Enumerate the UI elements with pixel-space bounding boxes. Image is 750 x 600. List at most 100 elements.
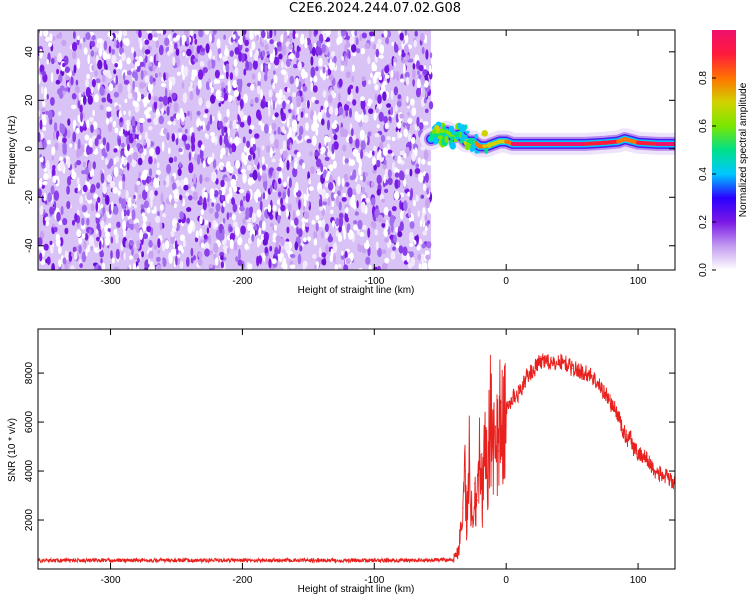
noise-blob bbox=[122, 30, 128, 37]
noise-blob bbox=[251, 73, 256, 80]
noise-blob bbox=[328, 74, 334, 81]
noise-blob bbox=[103, 40, 108, 51]
noise-blob bbox=[113, 69, 117, 75]
noise-blob bbox=[222, 200, 226, 208]
snr-point bbox=[481, 494, 483, 497]
noise-blob bbox=[372, 150, 375, 156]
noise-blob bbox=[79, 263, 83, 269]
noise-blob bbox=[408, 261, 413, 269]
signal-blob bbox=[457, 122, 462, 129]
noise-blob bbox=[296, 107, 300, 115]
noise-blob bbox=[306, 99, 310, 109]
noise-blob bbox=[393, 61, 397, 67]
noise-blob bbox=[88, 116, 94, 123]
noise-blob bbox=[190, 257, 194, 264]
signal-blob bbox=[464, 130, 470, 134]
signal-segment bbox=[583, 140, 608, 146]
noise-blob bbox=[310, 81, 314, 92]
noise-blob bbox=[282, 257, 287, 268]
noise-blob bbox=[62, 218, 68, 226]
noise-blob bbox=[351, 44, 357, 53]
noise-blob bbox=[75, 245, 79, 251]
noise-blob bbox=[155, 215, 161, 224]
snr-point bbox=[492, 458, 494, 460]
noise-blob bbox=[387, 169, 392, 178]
noise-blob bbox=[96, 182, 101, 189]
noise-blob bbox=[100, 220, 105, 229]
noise-blob bbox=[64, 227, 69, 235]
noise-blob bbox=[234, 136, 240, 147]
noise-blob bbox=[47, 109, 53, 120]
noise-blob bbox=[423, 80, 429, 88]
noise-blob bbox=[299, 245, 303, 252]
noise-blob bbox=[138, 171, 141, 179]
noise-blob bbox=[182, 51, 185, 57]
noise-blob bbox=[359, 175, 363, 181]
noise-blob bbox=[312, 113, 318, 122]
noise-blob bbox=[405, 146, 410, 157]
noise-blob bbox=[90, 245, 94, 251]
noise-blob bbox=[55, 79, 61, 85]
noise-blob bbox=[389, 65, 393, 71]
noise-blob bbox=[338, 183, 343, 192]
noise-blob bbox=[269, 222, 274, 228]
noise-blob bbox=[193, 58, 199, 63]
noise-blob bbox=[244, 243, 249, 250]
noise-blob bbox=[423, 97, 427, 104]
noise-blob bbox=[331, 90, 334, 96]
noise-blob bbox=[226, 194, 230, 204]
noise-blob bbox=[99, 104, 104, 111]
noise-blob bbox=[274, 139, 280, 149]
noise-blob bbox=[377, 101, 383, 110]
colorbar-label: Normalized spectral amplitude bbox=[738, 82, 749, 217]
noise-blob bbox=[81, 217, 85, 226]
noise-blob bbox=[418, 238, 423, 245]
noise-blob bbox=[256, 85, 261, 95]
snr-point bbox=[464, 470, 466, 472]
snr-point bbox=[525, 377, 527, 379]
noise-blob bbox=[141, 82, 147, 88]
y-tick-label: 0 bbox=[24, 146, 35, 152]
noise-blob bbox=[238, 51, 243, 62]
noise-blob bbox=[49, 33, 53, 42]
noise-blob bbox=[42, 126, 47, 132]
noise-blob bbox=[257, 148, 261, 159]
snr-point bbox=[657, 472, 659, 475]
noise-blob bbox=[374, 208, 380, 218]
snr-chart: -300 -200 -100 0 100 2000 4000 6000 8000 Height … bbox=[7, 328, 676, 595]
noise-blob bbox=[190, 54, 196, 65]
noise-blob bbox=[415, 163, 420, 168]
noise-blob bbox=[417, 253, 422, 261]
noise-blob bbox=[155, 146, 161, 155]
noise-blob bbox=[354, 211, 359, 216]
noise-blob bbox=[229, 232, 236, 242]
noise-blob bbox=[38, 188, 42, 198]
noise-blob bbox=[85, 32, 91, 41]
noise-blob bbox=[157, 210, 160, 217]
noise-blob bbox=[321, 258, 327, 266]
colorbar-tick-label: 0.2 bbox=[698, 215, 709, 229]
noise-blob bbox=[315, 222, 319, 232]
noise-blob bbox=[179, 194, 183, 201]
snr-point bbox=[571, 367, 573, 369]
noise-blob bbox=[335, 195, 340, 207]
noise-blob bbox=[209, 33, 212, 43]
noise-blob bbox=[127, 144, 130, 152]
noise-blob bbox=[327, 94, 333, 104]
noise-blob bbox=[113, 205, 119, 215]
noise-blob bbox=[225, 146, 229, 157]
noise-blob bbox=[193, 153, 198, 161]
noise-blob bbox=[254, 157, 259, 166]
noise-blob bbox=[167, 120, 173, 126]
signal-blob bbox=[433, 133, 437, 137]
noise-blob bbox=[425, 49, 429, 60]
noise-blob bbox=[315, 30, 318, 35]
noise-blob bbox=[223, 116, 229, 123]
noise-blob bbox=[243, 154, 248, 166]
noise-blob bbox=[394, 155, 398, 162]
noise-blob bbox=[370, 181, 375, 188]
noise-blob bbox=[247, 263, 253, 270]
noise-blob bbox=[286, 226, 290, 234]
snr-point bbox=[500, 401, 502, 404]
noise-blob bbox=[218, 53, 223, 59]
